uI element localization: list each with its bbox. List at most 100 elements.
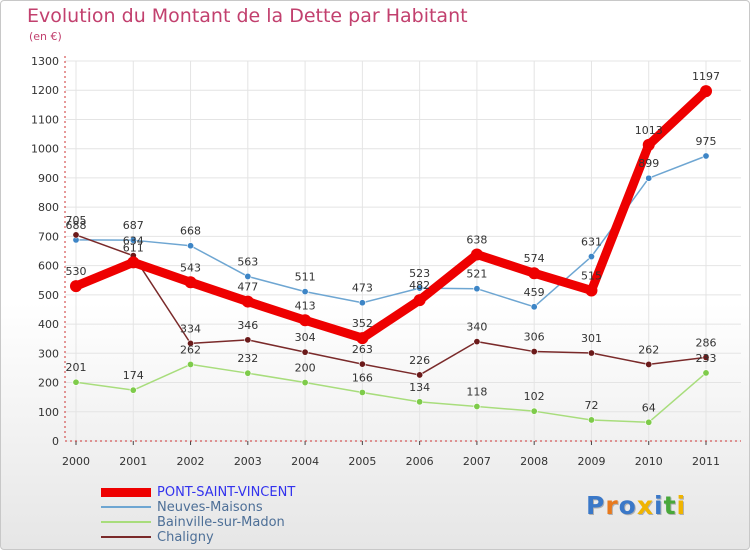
data-point: [470, 248, 483, 261]
data-point: [244, 336, 252, 344]
data-label: 638: [466, 234, 487, 247]
data-label: 72: [584, 399, 598, 412]
proxiti-logo: Proxiti: [586, 491, 687, 520]
chart-subtitle: (en €): [29, 30, 62, 43]
data-point: [702, 353, 710, 361]
data-label: 304: [295, 331, 316, 344]
y-tick-label: 1000: [31, 143, 59, 156]
data-label: 688: [66, 219, 87, 232]
data-point: [244, 272, 252, 280]
data-point: [702, 369, 710, 377]
data-point: [700, 85, 712, 98]
data-label: 134: [409, 381, 430, 394]
data-label: 340: [466, 321, 487, 334]
x-tick-label: 2003: [234, 455, 262, 468]
y-tick-label: 100: [38, 406, 59, 419]
data-label: 563: [237, 255, 258, 268]
data-point: [72, 231, 80, 239]
data-point: [187, 360, 195, 368]
data-point: [473, 285, 481, 293]
legend-label: Bainville-sur-Madon: [157, 515, 285, 530]
y-tick-label: 900: [38, 172, 59, 185]
data-label: 899: [638, 157, 659, 170]
series-line: [75, 234, 707, 376]
legend-swatch: [101, 536, 151, 538]
data-point: [244, 369, 252, 377]
x-tick-label: 2005: [348, 455, 376, 468]
data-point: [72, 378, 80, 386]
data-point: [129, 386, 137, 394]
data-label: 543: [180, 261, 201, 274]
y-tick-label: 500: [38, 289, 59, 302]
legend-swatch: [101, 506, 151, 508]
data-point: [585, 284, 598, 297]
data-point: [299, 314, 312, 327]
data-point: [645, 360, 653, 368]
data-point: [530, 407, 538, 415]
data-point: [416, 284, 424, 292]
data-point: [416, 398, 424, 406]
x-tick-label: 2004: [291, 455, 319, 468]
data-point: [358, 388, 366, 396]
series-line: [75, 363, 707, 424]
y-tick-label: 600: [38, 260, 59, 273]
data-point: [301, 288, 309, 296]
data-point: [645, 418, 653, 426]
data-point: [129, 236, 137, 244]
data-label: 286: [696, 336, 717, 349]
data-point: [587, 253, 595, 261]
data-label: 334: [180, 322, 201, 335]
x-tick-label: 2010: [635, 455, 663, 468]
series-line: [75, 155, 707, 308]
data-label: 346: [237, 319, 258, 332]
data-label: 64: [642, 401, 656, 414]
data-point: [413, 294, 426, 307]
legend-label: Chaligny: [157, 530, 214, 545]
data-label: 413: [295, 299, 316, 312]
y-tick-label: 1300: [31, 55, 59, 68]
data-point: [530, 348, 538, 356]
data-label: 634: [123, 235, 144, 248]
data-point: [473, 338, 481, 346]
data-point: [187, 339, 195, 347]
data-point: [241, 295, 254, 308]
y-tick-label: 300: [38, 347, 59, 360]
data-point: [358, 360, 366, 368]
y-tick-label: 1200: [31, 84, 59, 97]
data-label: 1197: [692, 70, 720, 83]
data-label: 477: [237, 281, 258, 294]
data-point: [645, 174, 653, 182]
data-point: [473, 403, 481, 411]
x-tick-label: 2008: [520, 455, 548, 468]
data-point: [184, 276, 197, 289]
data-point: [127, 256, 140, 269]
data-point: [356, 332, 369, 345]
x-tick-label: 2009: [577, 455, 605, 468]
data-label: 174: [123, 369, 144, 382]
chart-title: Evolution du Montant de la Dette par Hab…: [27, 5, 468, 27]
x-tick-label: 2011: [692, 455, 720, 468]
data-label: 482: [409, 279, 430, 292]
data-label: 459: [524, 286, 545, 299]
data-label: 262: [180, 343, 201, 356]
data-point: [301, 348, 309, 356]
data-label: 515: [581, 269, 602, 282]
data-label: 668: [180, 225, 201, 238]
data-label: 1013: [635, 124, 663, 137]
data-label: 975: [696, 135, 717, 148]
data-label: 233: [696, 352, 717, 365]
x-tick-label: 2000: [62, 455, 90, 468]
y-tick-label: 400: [38, 318, 59, 331]
data-label: 521: [466, 268, 487, 281]
data-point: [587, 416, 595, 424]
data-label: 523: [409, 267, 430, 280]
data-point: [587, 349, 595, 357]
legend-swatch: [101, 487, 151, 497]
data-label: 301: [581, 332, 602, 345]
data-point: [528, 267, 541, 280]
legend-swatch: [101, 521, 151, 523]
legend-label: PONT-SAINT-VINCENT: [157, 485, 296, 500]
data-label: 263: [352, 343, 373, 356]
x-tick-label: 2001: [119, 455, 147, 468]
